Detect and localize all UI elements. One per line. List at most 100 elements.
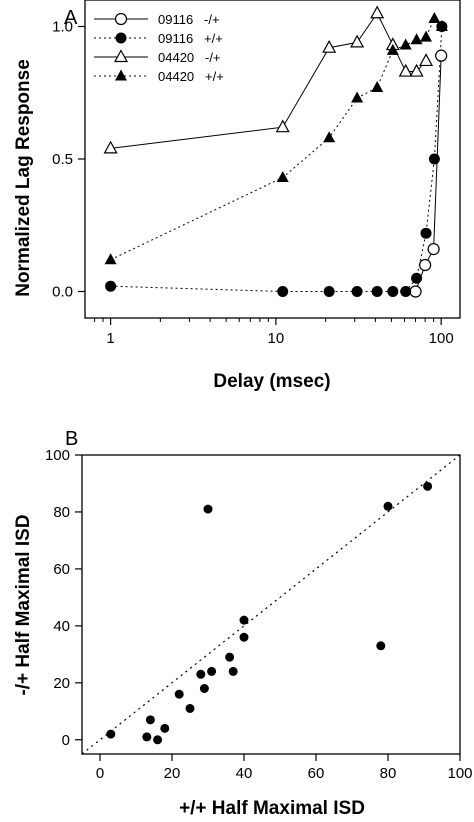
- open-triangle-point: [103, 140, 118, 154]
- filled-triangle-point: [104, 253, 117, 265]
- x-tick-label: 20: [164, 765, 181, 782]
- open-circle-point: [427, 243, 440, 256]
- legend-filled-circle-icon: [115, 32, 127, 44]
- y-tick-label: 0.5: [52, 151, 73, 168]
- scatter-point: [160, 723, 170, 733]
- filled-triangle-point: [410, 33, 423, 45]
- panel-a-legend: 09116 -/+ 09116 +/+ 04420 -/+ 04420 +/+: [94, 12, 224, 84]
- legend-label-0: 09116 -/+: [158, 12, 220, 27]
- panel-b: B 0 20 40 60 80 100 0 20 40 60 80 100 +/+ Half Maxi…: [13, 428, 473, 819]
- open-circle-point: [419, 258, 432, 272]
- panel-b-frame: [81, 454, 461, 755]
- legend-label-1: 09116 +/+: [158, 31, 223, 46]
- y-tick-label: 60: [53, 561, 70, 578]
- y-tick-label: 100: [45, 447, 70, 464]
- filled-triangle-point: [399, 38, 412, 50]
- legend-label-2: 04420 -/+: [158, 50, 221, 65]
- series-line-3: [110, 17, 443, 261]
- x-tick-label: 80: [380, 765, 397, 782]
- scatter-point: [153, 735, 163, 745]
- scatter-point: [225, 652, 235, 662]
- x-tick-label: 60: [308, 765, 325, 782]
- filled-triangle-point: [428, 12, 441, 24]
- open-triangle-point: [322, 39, 337, 53]
- filled-circle-point: [400, 286, 412, 297]
- panel-a-markers: [103, 5, 448, 298]
- scatter-point: [207, 666, 217, 676]
- scatter-point: [142, 732, 152, 742]
- panel-a-letter: A: [64, 7, 78, 29]
- open-triangle-point: [370, 5, 385, 19]
- panel-b-points: [106, 481, 433, 745]
- y-tick-label: 20: [53, 675, 70, 692]
- filled-circle-point: [428, 153, 440, 165]
- legend-entry-2: 04420 -/+: [94, 49, 221, 65]
- filled-triangle-point: [371, 80, 384, 92]
- x-tick-label: 10: [268, 330, 285, 347]
- scatter-point: [106, 729, 116, 739]
- open-triangle-point: [275, 119, 290, 133]
- filled-circle-point: [387, 286, 399, 297]
- x-tick-label: 100: [429, 330, 454, 347]
- filled-triangle-point: [276, 171, 289, 183]
- panel-a-axes: 1 10 100 0.0 0.5 1.0: [52, 19, 454, 348]
- panel-b-identity-line: [81, 454, 461, 755]
- legend-entry-3: 04420 +/+: [94, 69, 224, 84]
- panel-a: A 1 10 100 0.0 0.5 1.0 09116 -/+ 09116 +/+ 04…: [13, 0, 461, 392]
- legend-open-triangle-icon: [113, 49, 129, 63]
- open-triangle-point: [409, 63, 424, 77]
- panel-b-letter: B: [65, 428, 78, 450]
- filled-circle-point: [371, 286, 383, 297]
- x-tick-label: 100: [447, 765, 472, 782]
- scatter-point: [383, 501, 393, 511]
- scatter-point: [174, 689, 184, 699]
- filled-triangle-point: [386, 43, 399, 55]
- panel-b-x-axis-title: +/+ Half Maximal ISD: [179, 798, 365, 819]
- x-tick-label: 1: [106, 330, 114, 347]
- filled-circle-point: [323, 286, 335, 297]
- scatter-point: [203, 504, 213, 514]
- scatter-point: [239, 632, 249, 642]
- scatter-point: [185, 703, 195, 713]
- x-tick-label: 40: [236, 765, 253, 782]
- scatter-point: [228, 666, 238, 676]
- y-tick-label: 1.0: [52, 19, 73, 36]
- filled-circle-point: [277, 286, 289, 297]
- filled-circle-point: [411, 272, 423, 284]
- legend-filled-triangle-icon: [115, 69, 127, 81]
- filled-triangle-point: [435, 20, 448, 31]
- filled-circle-point: [420, 227, 432, 239]
- legend-entry-0: 09116 -/+: [94, 12, 220, 27]
- series-line-0: [415, 55, 442, 292]
- filled-triangle-point: [420, 30, 433, 42]
- open-triangle-point: [350, 34, 365, 48]
- filled-triangle-point: [323, 131, 336, 143]
- panel-b-axes: 0 20 40 60 80 100 0 20 40 60 80 100: [45, 447, 473, 782]
- scatter-point: [423, 481, 433, 491]
- panel-a-x-axis-title: Delay (msec): [213, 371, 330, 392]
- open-triangle-point: [398, 63, 413, 77]
- scatter-point: [145, 715, 155, 725]
- y-tick-label: 40: [53, 618, 70, 635]
- scatter-point: [199, 684, 209, 694]
- y-tick-label: 0: [62, 732, 70, 749]
- legend-open-circle-icon: [114, 12, 128, 26]
- legend-label-3: 04420 +/+: [158, 69, 224, 84]
- panel-b-y-axis-title: -/+ Half Maximal ISD: [13, 514, 34, 695]
- open-circle-point: [409, 285, 422, 298]
- series-line-1: [110, 26, 443, 292]
- open-circle-point: [435, 49, 448, 62]
- filled-circle-point: [105, 280, 117, 292]
- x-tick-label: 0: [96, 765, 104, 782]
- scatter-point: [376, 641, 386, 651]
- open-triangle-point: [419, 53, 434, 67]
- scatter-point: [196, 669, 206, 679]
- filled-circle-point: [351, 286, 363, 297]
- y-tick-label: 0.0: [52, 284, 73, 301]
- panel-a-y-axis-title: Normalized Lag Response: [13, 59, 34, 297]
- filled-triangle-point: [351, 91, 364, 103]
- y-tick-label: 80: [53, 504, 70, 521]
- legend-entry-1: 09116 +/+: [94, 31, 223, 46]
- scatter-point: [239, 615, 249, 625]
